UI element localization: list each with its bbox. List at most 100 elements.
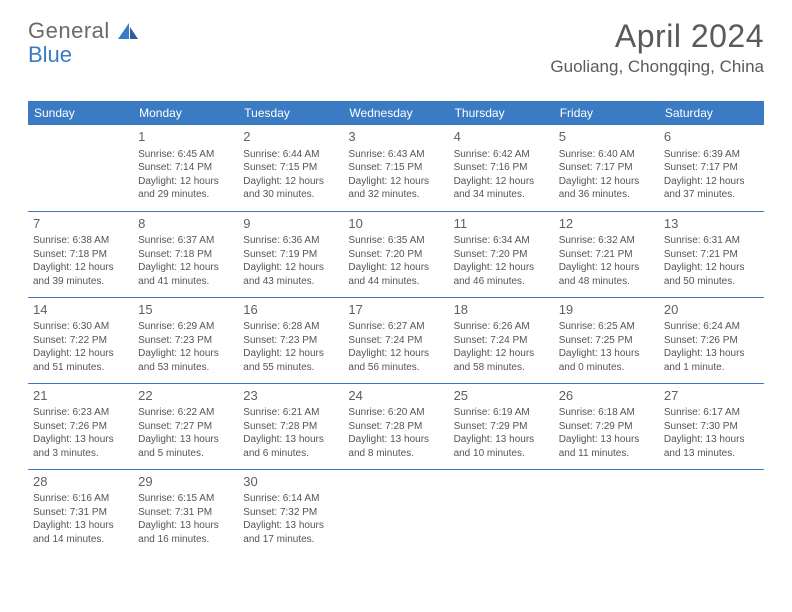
cell-text: and 3 minutes. <box>33 447 128 461</box>
day-number: 2 <box>243 128 338 146</box>
calendar-row: 28Sunrise: 6:16 AMSunset: 7:31 PM Dayligh… <box>28 469 764 555</box>
calendar-cell <box>659 469 764 555</box>
cell-text: Daylight: 12 hours <box>33 261 128 275</box>
day-number: 24 <box>348 387 443 405</box>
cell-text: Sunset: 7:15 PM <box>243 161 338 175</box>
cell-text: Sunset: 7:18 PM <box>138 248 233 262</box>
cell-text: Daylight: 13 hours <box>138 519 233 533</box>
calendar-row: 14Sunrise: 6:30 AMSunset: 7:22 PMDayligh… <box>28 297 764 383</box>
calendar-cell: 4Sunrise: 6:42 AMSunset: 7:16 PMDaylight… <box>449 125 554 211</box>
cell-text: Daylight: 12 hours <box>243 347 338 361</box>
calendar-cell: 18Sunrise: 6:26 AMSunset: 7:24 PMDayligh… <box>449 297 554 383</box>
calendar-cell: 2Sunrise: 6:44 AMSunset: 7:15 PMDaylight… <box>238 125 343 211</box>
cell-text: Daylight: 12 hours <box>559 175 654 189</box>
month-title: April 2024 <box>550 18 764 55</box>
weekday-header: Saturday <box>659 101 764 125</box>
cell-text: Sunset: 7:31 PM <box>33 506 128 520</box>
cell-text: Daylight: 12 hours <box>664 175 759 189</box>
calendar-cell: 30Sunrise: 6:14 AMSunset: 7:32 PMDayligh… <box>238 469 343 555</box>
cell-text: Sunrise: 6:44 AM <box>243 148 338 162</box>
cell-text: Daylight: 13 hours <box>454 433 549 447</box>
cell-text: and 53 minutes. <box>138 361 233 375</box>
calendar-cell: 27Sunrise: 6:17 AMSunset: 7:30 PMDayligh… <box>659 383 764 469</box>
cell-text: and 55 minutes. <box>243 361 338 375</box>
calendar-cell: 10Sunrise: 6:35 AMSunset: 7:20 PMDayligh… <box>343 211 448 297</box>
cell-text: Daylight: 13 hours <box>33 433 128 447</box>
day-number: 25 <box>454 387 549 405</box>
day-number: 8 <box>138 215 233 233</box>
day-number: 7 <box>33 215 128 233</box>
calendar-cell: 16Sunrise: 6:28 AMSunset: 7:23 PMDayligh… <box>238 297 343 383</box>
day-number: 13 <box>664 215 759 233</box>
cell-text: Sunset: 7:17 PM <box>559 161 654 175</box>
calendar-cell: 6Sunrise: 6:39 AMSunset: 7:17 PMDaylight… <box>659 125 764 211</box>
title-block: April 2024 Guoliang, Chongqing, China <box>550 18 764 77</box>
day-number: 22 <box>138 387 233 405</box>
cell-text: and 36 minutes. <box>559 188 654 202</box>
cell-text: Sunrise: 6:20 AM <box>348 406 443 420</box>
cell-text: Sunset: 7:30 PM <box>664 420 759 434</box>
weekday-header: Friday <box>554 101 659 125</box>
logo-text-1: General <box>28 18 110 44</box>
calendar-cell: 19Sunrise: 6:25 AMSunset: 7:25 PMDayligh… <box>554 297 659 383</box>
cell-text: Sunrise: 6:27 AM <box>348 320 443 334</box>
day-number: 6 <box>664 128 759 146</box>
cell-text: Daylight: 12 hours <box>348 261 443 275</box>
cell-text: Daylight: 13 hours <box>348 433 443 447</box>
day-number: 10 <box>348 215 443 233</box>
cell-text: Daylight: 13 hours <box>664 433 759 447</box>
day-number: 17 <box>348 301 443 319</box>
calendar-cell <box>449 469 554 555</box>
day-number: 29 <box>138 473 233 491</box>
cell-text: Daylight: 12 hours <box>138 347 233 361</box>
cell-text: Sunset: 7:29 PM <box>559 420 654 434</box>
cell-text: and 37 minutes. <box>664 188 759 202</box>
cell-text: Daylight: 12 hours <box>348 347 443 361</box>
calendar-cell: 3Sunrise: 6:43 AMSunset: 7:15 PMDaylight… <box>343 125 448 211</box>
cell-text: Sunset: 7:27 PM <box>138 420 233 434</box>
cell-text: Daylight: 12 hours <box>454 347 549 361</box>
weekday-header: Tuesday <box>238 101 343 125</box>
calendar-cell: 15Sunrise: 6:29 AMSunset: 7:23 PMDayligh… <box>133 297 238 383</box>
calendar-cell: 11Sunrise: 6:34 AMSunset: 7:20 PMDayligh… <box>449 211 554 297</box>
calendar-row: 1Sunrise: 6:45 AMSunset: 7:14 PMDaylight… <box>28 125 764 211</box>
day-number: 14 <box>33 301 128 319</box>
day-number: 28 <box>33 473 128 491</box>
cell-text: Sunset: 7:19 PM <box>243 248 338 262</box>
day-number: 23 <box>243 387 338 405</box>
cell-text: Sunrise: 6:19 AM <box>454 406 549 420</box>
cell-text: Sunrise: 6:16 AM <box>33 492 128 506</box>
calendar-cell: 23Sunrise: 6:21 AMSunset: 7:28 PMDayligh… <box>238 383 343 469</box>
weekday-header: Wednesday <box>343 101 448 125</box>
cell-text: Daylight: 13 hours <box>138 433 233 447</box>
weekday-header-row: Sunday Monday Tuesday Wednesday Thursday… <box>28 101 764 125</box>
cell-text: and 10 minutes. <box>454 447 549 461</box>
cell-text: Sunrise: 6:36 AM <box>243 234 338 248</box>
calendar-cell: 9Sunrise: 6:36 AMSunset: 7:19 PMDaylight… <box>238 211 343 297</box>
calendar-cell <box>28 125 133 211</box>
cell-text: Daylight: 13 hours <box>559 347 654 361</box>
logo: General <box>28 18 144 44</box>
cell-text: Sunset: 7:28 PM <box>243 420 338 434</box>
cell-text: Sunrise: 6:29 AM <box>138 320 233 334</box>
cell-text: Sunset: 7:32 PM <box>243 506 338 520</box>
cell-text: and 29 minutes. <box>138 188 233 202</box>
day-number: 1 <box>138 128 233 146</box>
day-number: 3 <box>348 128 443 146</box>
cell-text: and 41 minutes. <box>138 275 233 289</box>
calendar-cell: 7Sunrise: 6:38 AMSunset: 7:18 PMDaylight… <box>28 211 133 297</box>
cell-text: and 44 minutes. <box>348 275 443 289</box>
cell-text: and 39 minutes. <box>33 275 128 289</box>
cell-text: Daylight: 12 hours <box>348 175 443 189</box>
cell-text: Daylight: 13 hours <box>243 519 338 533</box>
cell-text: and 58 minutes. <box>454 361 549 375</box>
cell-text: Sunset: 7:20 PM <box>454 248 549 262</box>
cell-text: Sunset: 7:20 PM <box>348 248 443 262</box>
cell-text: Sunrise: 6:22 AM <box>138 406 233 420</box>
day-number: 9 <box>243 215 338 233</box>
cell-text: Sunrise: 6:26 AM <box>454 320 549 334</box>
cell-text: Daylight: 12 hours <box>559 261 654 275</box>
cell-text: and 13 minutes. <box>664 447 759 461</box>
cell-text: Sunrise: 6:35 AM <box>348 234 443 248</box>
cell-text: and 8 minutes. <box>348 447 443 461</box>
